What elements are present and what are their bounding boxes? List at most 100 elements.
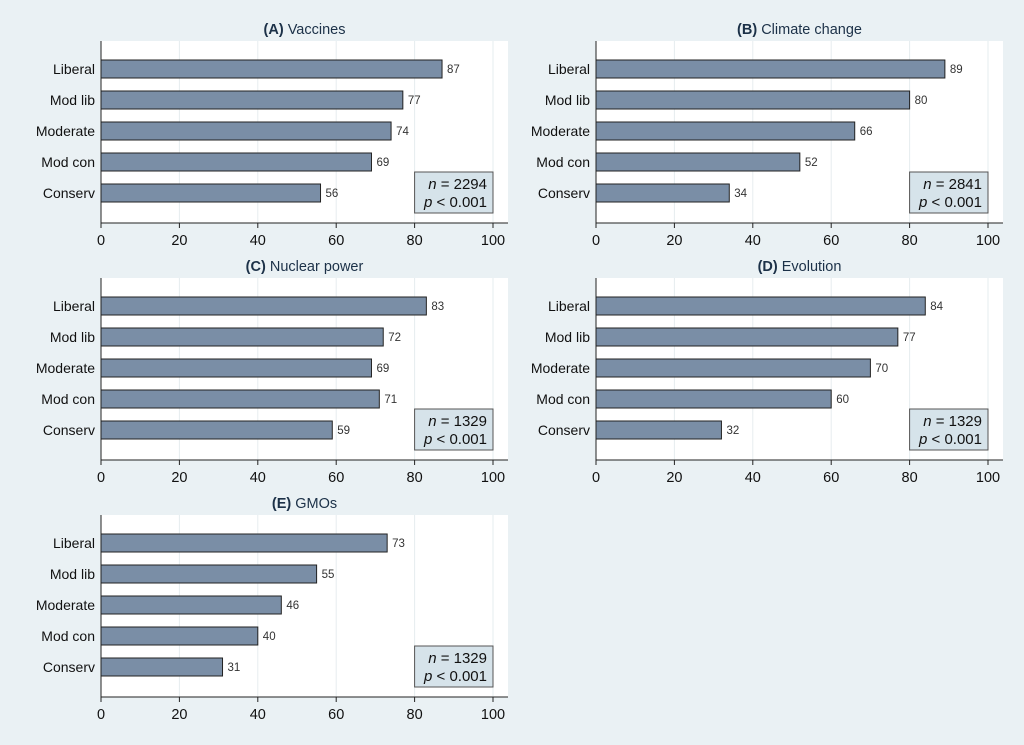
category-label: Liberal <box>53 298 95 314</box>
x-tick-label: 20 <box>666 470 682 486</box>
panel-a: (A) Vaccines Liberal 87 Mod lib 77 Moderate 74… <box>36 22 508 249</box>
bar <box>100 59 443 79</box>
x-tick-label: 40 <box>745 233 761 249</box>
x-tick-label: 60 <box>823 233 839 249</box>
data-label: 69 <box>376 157 389 169</box>
data-label: 32 <box>726 425 739 437</box>
panel-title-text: Evolution <box>778 259 842 275</box>
bar <box>100 389 380 409</box>
x-tick-label: 40 <box>250 707 266 723</box>
bar <box>595 327 899 347</box>
category-label: Moderate <box>36 123 95 139</box>
bar <box>100 358 372 378</box>
category-label: Mod lib <box>50 329 95 345</box>
data-label: 77 <box>903 332 916 344</box>
data-label: 77 <box>408 95 421 107</box>
bar <box>595 183 730 203</box>
x-tick-label: 80 <box>407 233 423 249</box>
annotation-p-symbol: p <box>423 431 432 448</box>
panel-title-label: (D) <box>758 259 778 275</box>
bar <box>100 657 224 677</box>
data-label: 87 <box>447 64 460 76</box>
panel-title-label: (C) <box>246 259 266 275</box>
data-label: 84 <box>930 301 943 313</box>
category-label: Mod lib <box>50 92 95 108</box>
x-tick-label: 0 <box>97 707 105 723</box>
annotation-p: p < 0.001 <box>423 431 487 448</box>
panel-title: (D) Evolution <box>758 259 842 275</box>
x-tick-label: 20 <box>171 470 187 486</box>
bar <box>100 533 388 553</box>
category-label: Moderate <box>531 360 590 376</box>
panel-title: (A) Vaccines <box>264 22 346 38</box>
bar <box>100 121 392 141</box>
annotation-n: n = 1329 <box>428 413 487 430</box>
annotation-p-symbol: p <box>423 194 432 211</box>
x-tick-label: 100 <box>481 470 505 486</box>
x-tick-label: 0 <box>97 470 105 486</box>
category-label: Liberal <box>53 535 95 551</box>
data-label: 72 <box>388 332 401 344</box>
annotation-n: n = 1329 <box>428 650 487 667</box>
annotation-n: n = 1329 <box>923 413 982 430</box>
annotation-box <box>414 171 494 214</box>
x-tick-label: 20 <box>666 233 682 249</box>
annotation-p: p < 0.001 <box>423 668 487 685</box>
x-tick-label: 20 <box>171 233 187 249</box>
category-label: Moderate <box>36 597 95 613</box>
data-label: 52 <box>805 157 818 169</box>
x-tick-label: 0 <box>97 233 105 249</box>
data-label: 71 <box>384 394 397 406</box>
bar <box>595 59 946 79</box>
category-label: Liberal <box>53 61 95 77</box>
panel-title: (B) Climate change <box>737 22 862 38</box>
annotation-p-value: < 0.001 <box>432 194 487 211</box>
data-label: 69 <box>376 363 389 375</box>
data-label: 74 <box>396 126 409 138</box>
panel-title-label: (E) <box>272 496 292 512</box>
category-label: Liberal <box>548 61 590 77</box>
annotation-box <box>414 645 494 688</box>
data-label: 56 <box>326 188 339 200</box>
x-tick-label: 20 <box>171 707 187 723</box>
annotation-n: n = 2841 <box>923 176 982 193</box>
panel-title-text: Vaccines <box>284 22 346 38</box>
category-label: Conserv <box>43 659 95 675</box>
bar <box>100 327 384 347</box>
annotation-n-value: = 2294 <box>437 176 487 193</box>
bar <box>595 121 856 141</box>
x-tick-label: 40 <box>250 233 266 249</box>
panel-c: (C) Nuclear power Liberal 83 Mod lib 72 Moder… <box>36 259 508 486</box>
bar <box>100 296 427 316</box>
panel-title: (C) Nuclear power <box>246 259 364 275</box>
x-tick-label: 80 <box>902 470 918 486</box>
annotation-n-value: = 1329 <box>932 413 982 430</box>
category-label: Mod con <box>536 154 590 170</box>
category-label: Mod con <box>41 628 95 644</box>
data-label: 55 <box>322 569 335 581</box>
data-label: 60 <box>836 394 849 406</box>
data-label: 83 <box>431 301 444 313</box>
category-label: Mod con <box>536 391 590 407</box>
bar <box>595 389 832 409</box>
x-tick-label: 100 <box>976 470 1000 486</box>
data-label: 80 <box>915 95 928 107</box>
x-tick-label: 80 <box>407 470 423 486</box>
data-label: 66 <box>860 126 873 138</box>
annotation-box <box>909 171 989 214</box>
annotation-n: n = 2294 <box>428 176 487 193</box>
bar <box>100 595 282 615</box>
x-tick-label: 60 <box>328 707 344 723</box>
annotation-n-symbol: n <box>428 413 436 430</box>
annotation-n-value: = 1329 <box>437 650 487 667</box>
data-label: 70 <box>875 363 888 375</box>
data-label: 59 <box>337 425 350 437</box>
x-tick-label: 80 <box>407 707 423 723</box>
annotation-p-symbol: p <box>918 194 927 211</box>
bar <box>100 564 318 584</box>
annotation-n-symbol: n <box>428 650 436 667</box>
annotation-p-symbol: p <box>423 668 432 685</box>
category-label: Conserv <box>538 422 590 438</box>
data-label: 73 <box>392 538 405 550</box>
annotation-n-value: = 1329 <box>437 413 487 430</box>
